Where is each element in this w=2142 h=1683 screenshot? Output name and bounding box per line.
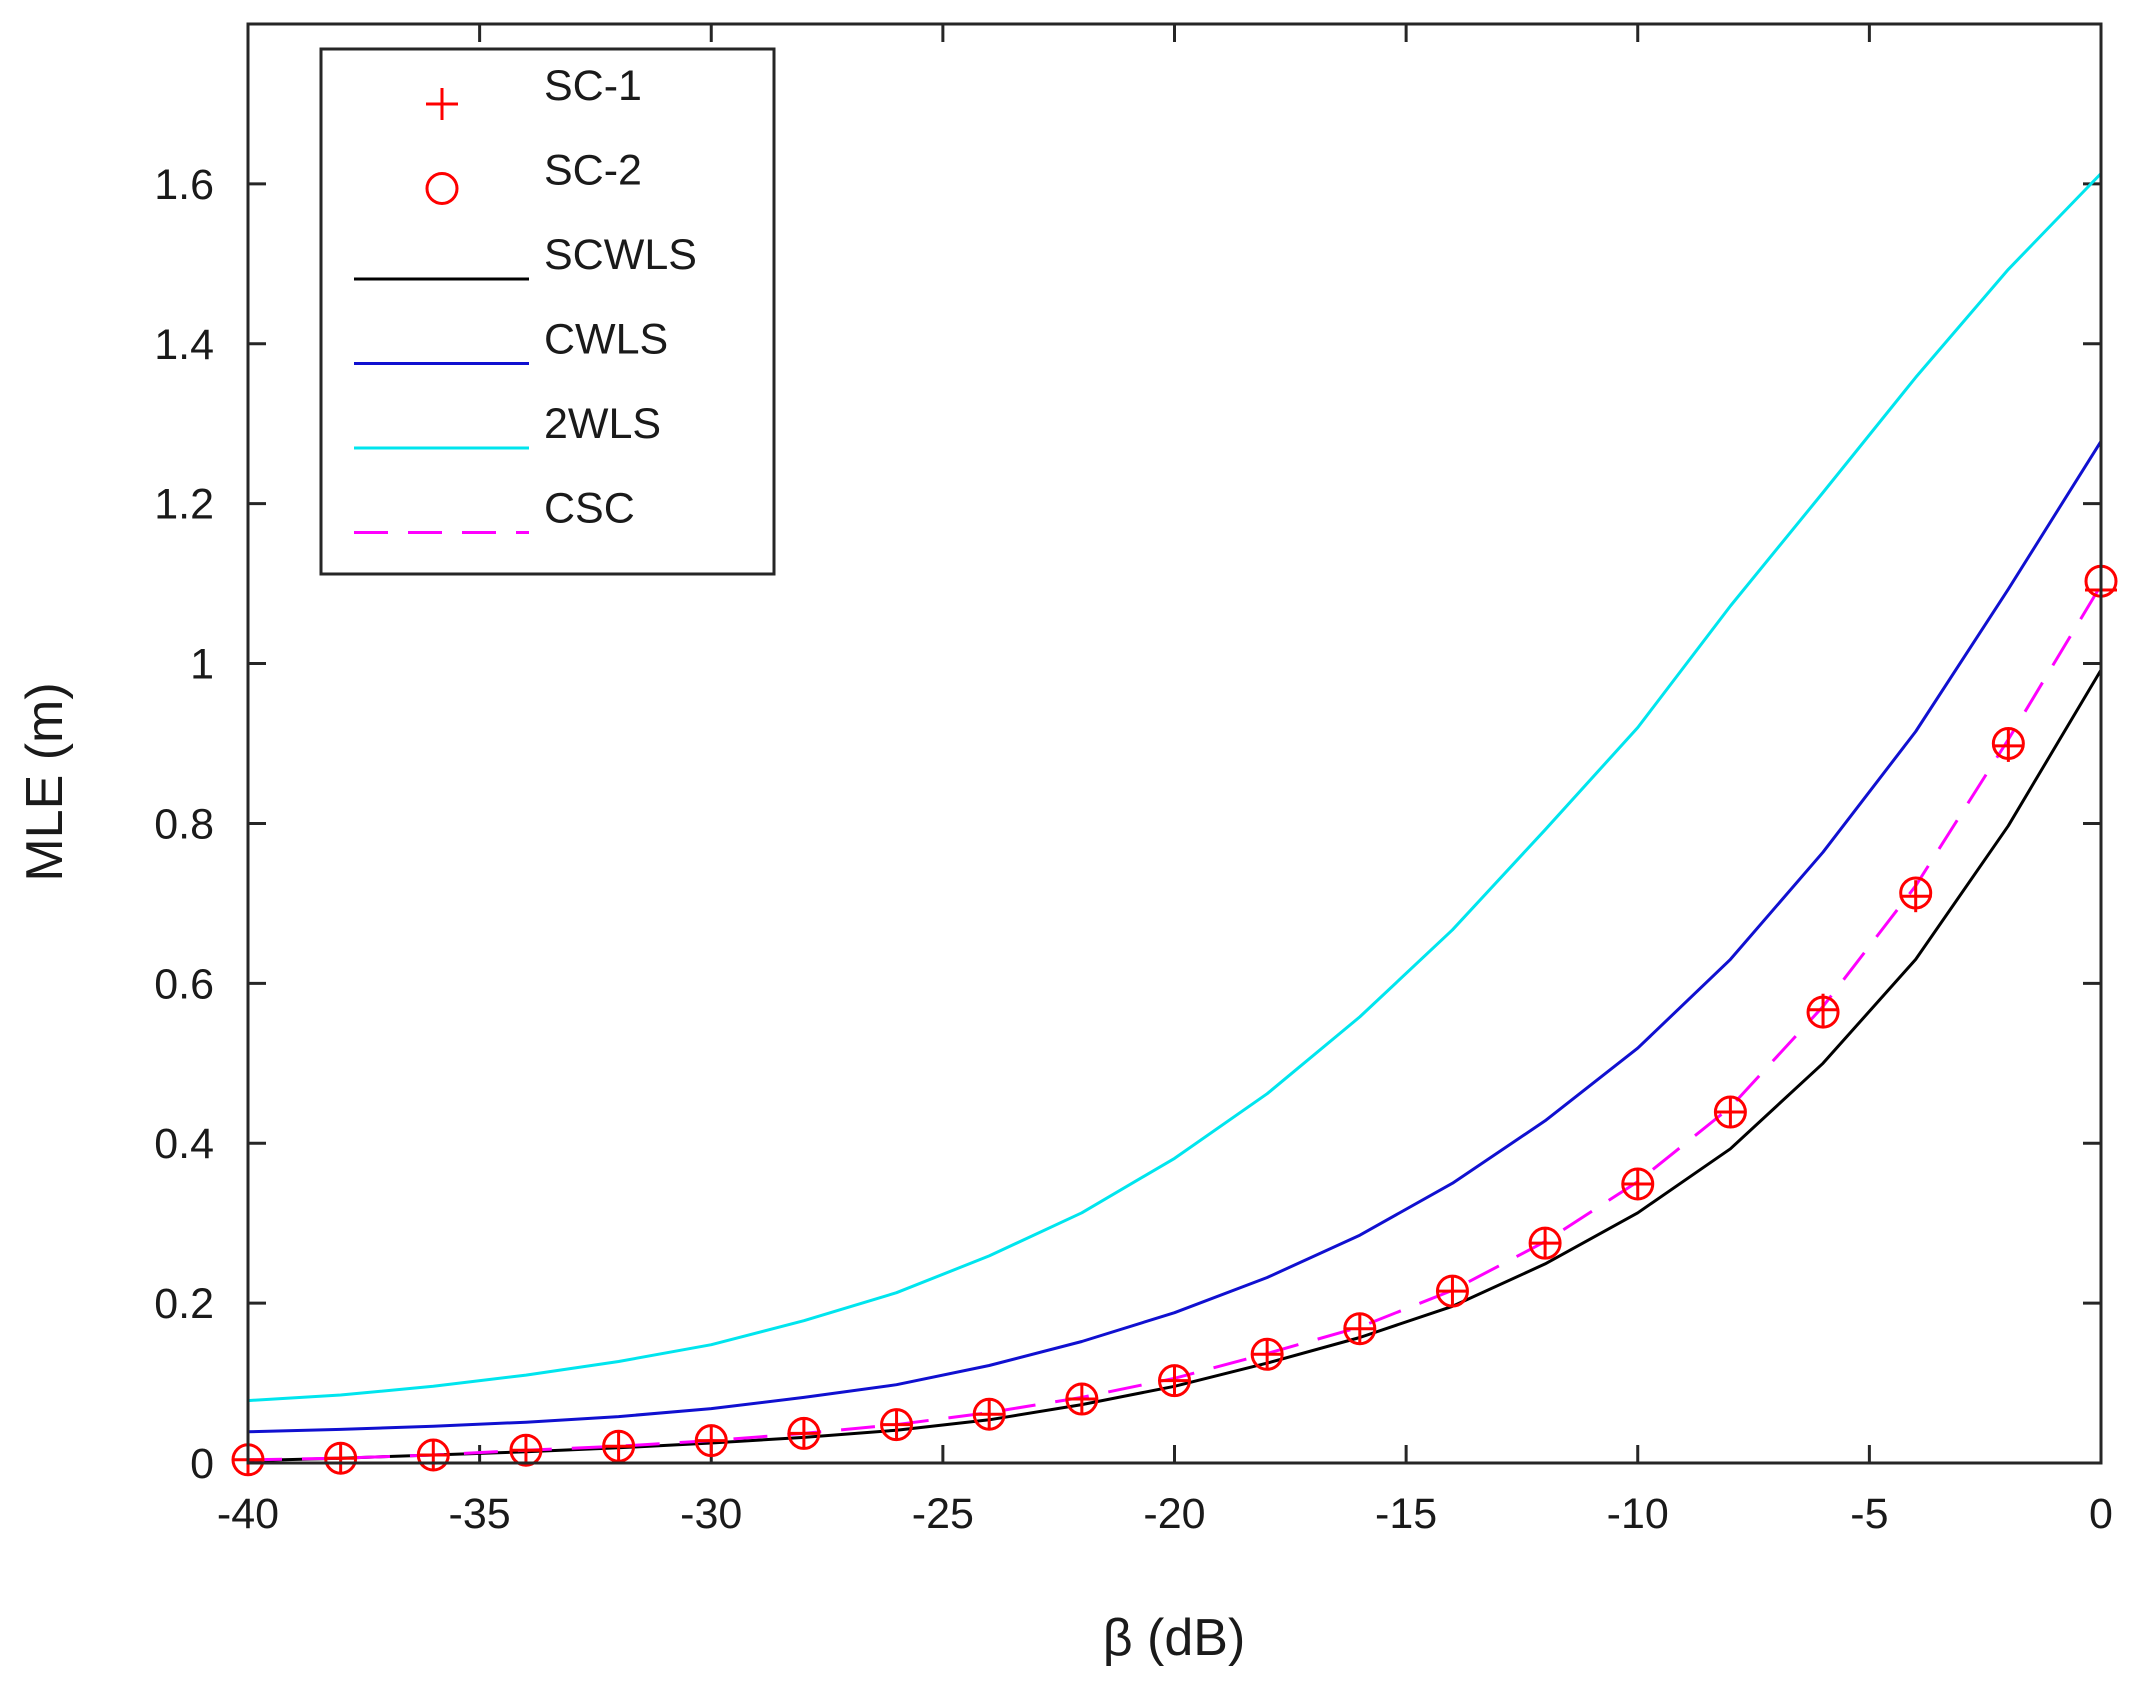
- data-point-sc-1: [602, 1430, 635, 1463]
- legend-label: CSC: [544, 485, 635, 533]
- data-point-sc-1: [787, 1417, 820, 1450]
- data-point-sc-1: [1621, 1167, 1654, 1200]
- x-tick-label: -35: [449, 1490, 511, 1538]
- legend-label: SC-1: [544, 62, 642, 110]
- series-markers-sc-2: [231, 564, 2118, 1477]
- data-point-sc-1: [1992, 729, 2025, 762]
- data-point-sc-2: [880, 1408, 914, 1442]
- x-tick-label: -15: [1375, 1490, 1437, 1538]
- data-point-sc-2: [1806, 995, 1840, 1029]
- legend-label: SC-2: [544, 147, 642, 195]
- legend-box: [319, 47, 776, 576]
- data-point-sc-1: [417, 1439, 450, 1472]
- data-point-sc-2: [602, 1429, 636, 1463]
- legend-item-scwls: SCWLS: [354, 231, 697, 281]
- data-point-sc-2: [1065, 1382, 1099, 1416]
- x-tick-label: -5: [1850, 1490, 1888, 1538]
- data-point-sc-2: [1250, 1337, 1284, 1371]
- x-tick-label: -25: [912, 1490, 974, 1538]
- data-point-sc-1: [1251, 1338, 1284, 1371]
- series-layer: [231, 172, 2118, 1477]
- data-point-sc-2: [972, 1397, 1006, 1431]
- y-tick-label: 1: [190, 641, 214, 689]
- x-axis-label: β (dB): [1103, 1609, 1246, 1667]
- data-point-sc-2: [1343, 1312, 1377, 1346]
- y-tick-label: 0: [190, 1440, 214, 1488]
- x-tick-label: 0: [2089, 1490, 2113, 1538]
- data-point-sc-2: [1713, 1095, 1747, 1129]
- data-point-sc-2: [324, 1441, 358, 1475]
- y-tick-label: 0.6: [154, 960, 214, 1008]
- data-point-sc-2: [787, 1416, 821, 1450]
- data-point-sc-2: [509, 1433, 543, 1467]
- plot-frame: [246, 22, 2103, 1465]
- y-tick-label: 1.4: [154, 321, 214, 369]
- data-point-sc-1: [509, 1434, 542, 1467]
- data-point-sc-2: [1899, 876, 1933, 910]
- series-line-cwls: [247, 440, 2103, 1434]
- data-point-sc-2: [1435, 1274, 1469, 1308]
- y-tick-labels: 0 0.2 0.4 0.6 0.8 1 1.2 1.4 1.6: [154, 161, 214, 1488]
- y-tick-label: 1.6: [154, 161, 214, 209]
- legend: SC-1 SC-2 SCWLS CWLS 2WLS CSC: [319, 47, 776, 576]
- y-tick-label: 1.2: [154, 481, 214, 529]
- legend-marker-sc-1: [426, 88, 458, 120]
- data-point-sc-1: [1065, 1383, 1098, 1416]
- y-axis-label: MLE (m): [16, 682, 74, 881]
- legend-marker-sc-2: [425, 172, 459, 205]
- data-point-sc-1: [880, 1408, 913, 1441]
- x-tick-label: -10: [1607, 1490, 1669, 1538]
- data-point-sc-1: [1343, 1312, 1376, 1345]
- data-point-sc-1: [1436, 1275, 1469, 1308]
- data-point-sc-2: [416, 1438, 450, 1472]
- y-tick-label: 0.4: [154, 1120, 214, 1168]
- data-point-sc-2: [1991, 727, 2025, 760]
- data-point-sc-1: [1714, 1096, 1747, 1129]
- legend-item-csc: CSC: [354, 485, 635, 534]
- y-tick-label: 0.8: [154, 800, 214, 848]
- x-tick-label: -40: [217, 1490, 279, 1538]
- x-tick-label: -30: [680, 1490, 742, 1538]
- data-point-sc-2: [694, 1424, 728, 1458]
- legend-label: SCWLS: [544, 231, 697, 279]
- data-point-sc-2: [1158, 1364, 1191, 1398]
- legend-label: CWLS: [544, 316, 668, 364]
- legend-item-sc-2: SC-2: [425, 147, 642, 205]
- legend-item-sc-1: SC-1: [426, 62, 642, 120]
- data-point-sc-1: [695, 1424, 728, 1457]
- data-point-sc-1: [324, 1442, 357, 1475]
- data-point-sc-2: [1528, 1226, 1562, 1260]
- data-point-sc-1: [1158, 1364, 1191, 1397]
- y-tick-label: 0.2: [154, 1280, 214, 1328]
- legend-item-cwls: CWLS: [354, 316, 668, 365]
- series-line-2wls: [247, 172, 2103, 1403]
- data-point-sc-1: [973, 1398, 1006, 1431]
- x-tick-labels: -40 -35 -30 -25 -20 -15 -10 -5 0: [217, 1490, 2113, 1538]
- data-point-sc-2: [1621, 1167, 1655, 1201]
- x-tick-label: -20: [1143, 1490, 1205, 1538]
- legend-label: 2WLS: [544, 400, 661, 448]
- legend-item-2wls: 2WLS: [354, 400, 661, 450]
- data-point-sc-1: [1529, 1227, 1562, 1260]
- data-point-sc-1: [1807, 993, 1840, 1026]
